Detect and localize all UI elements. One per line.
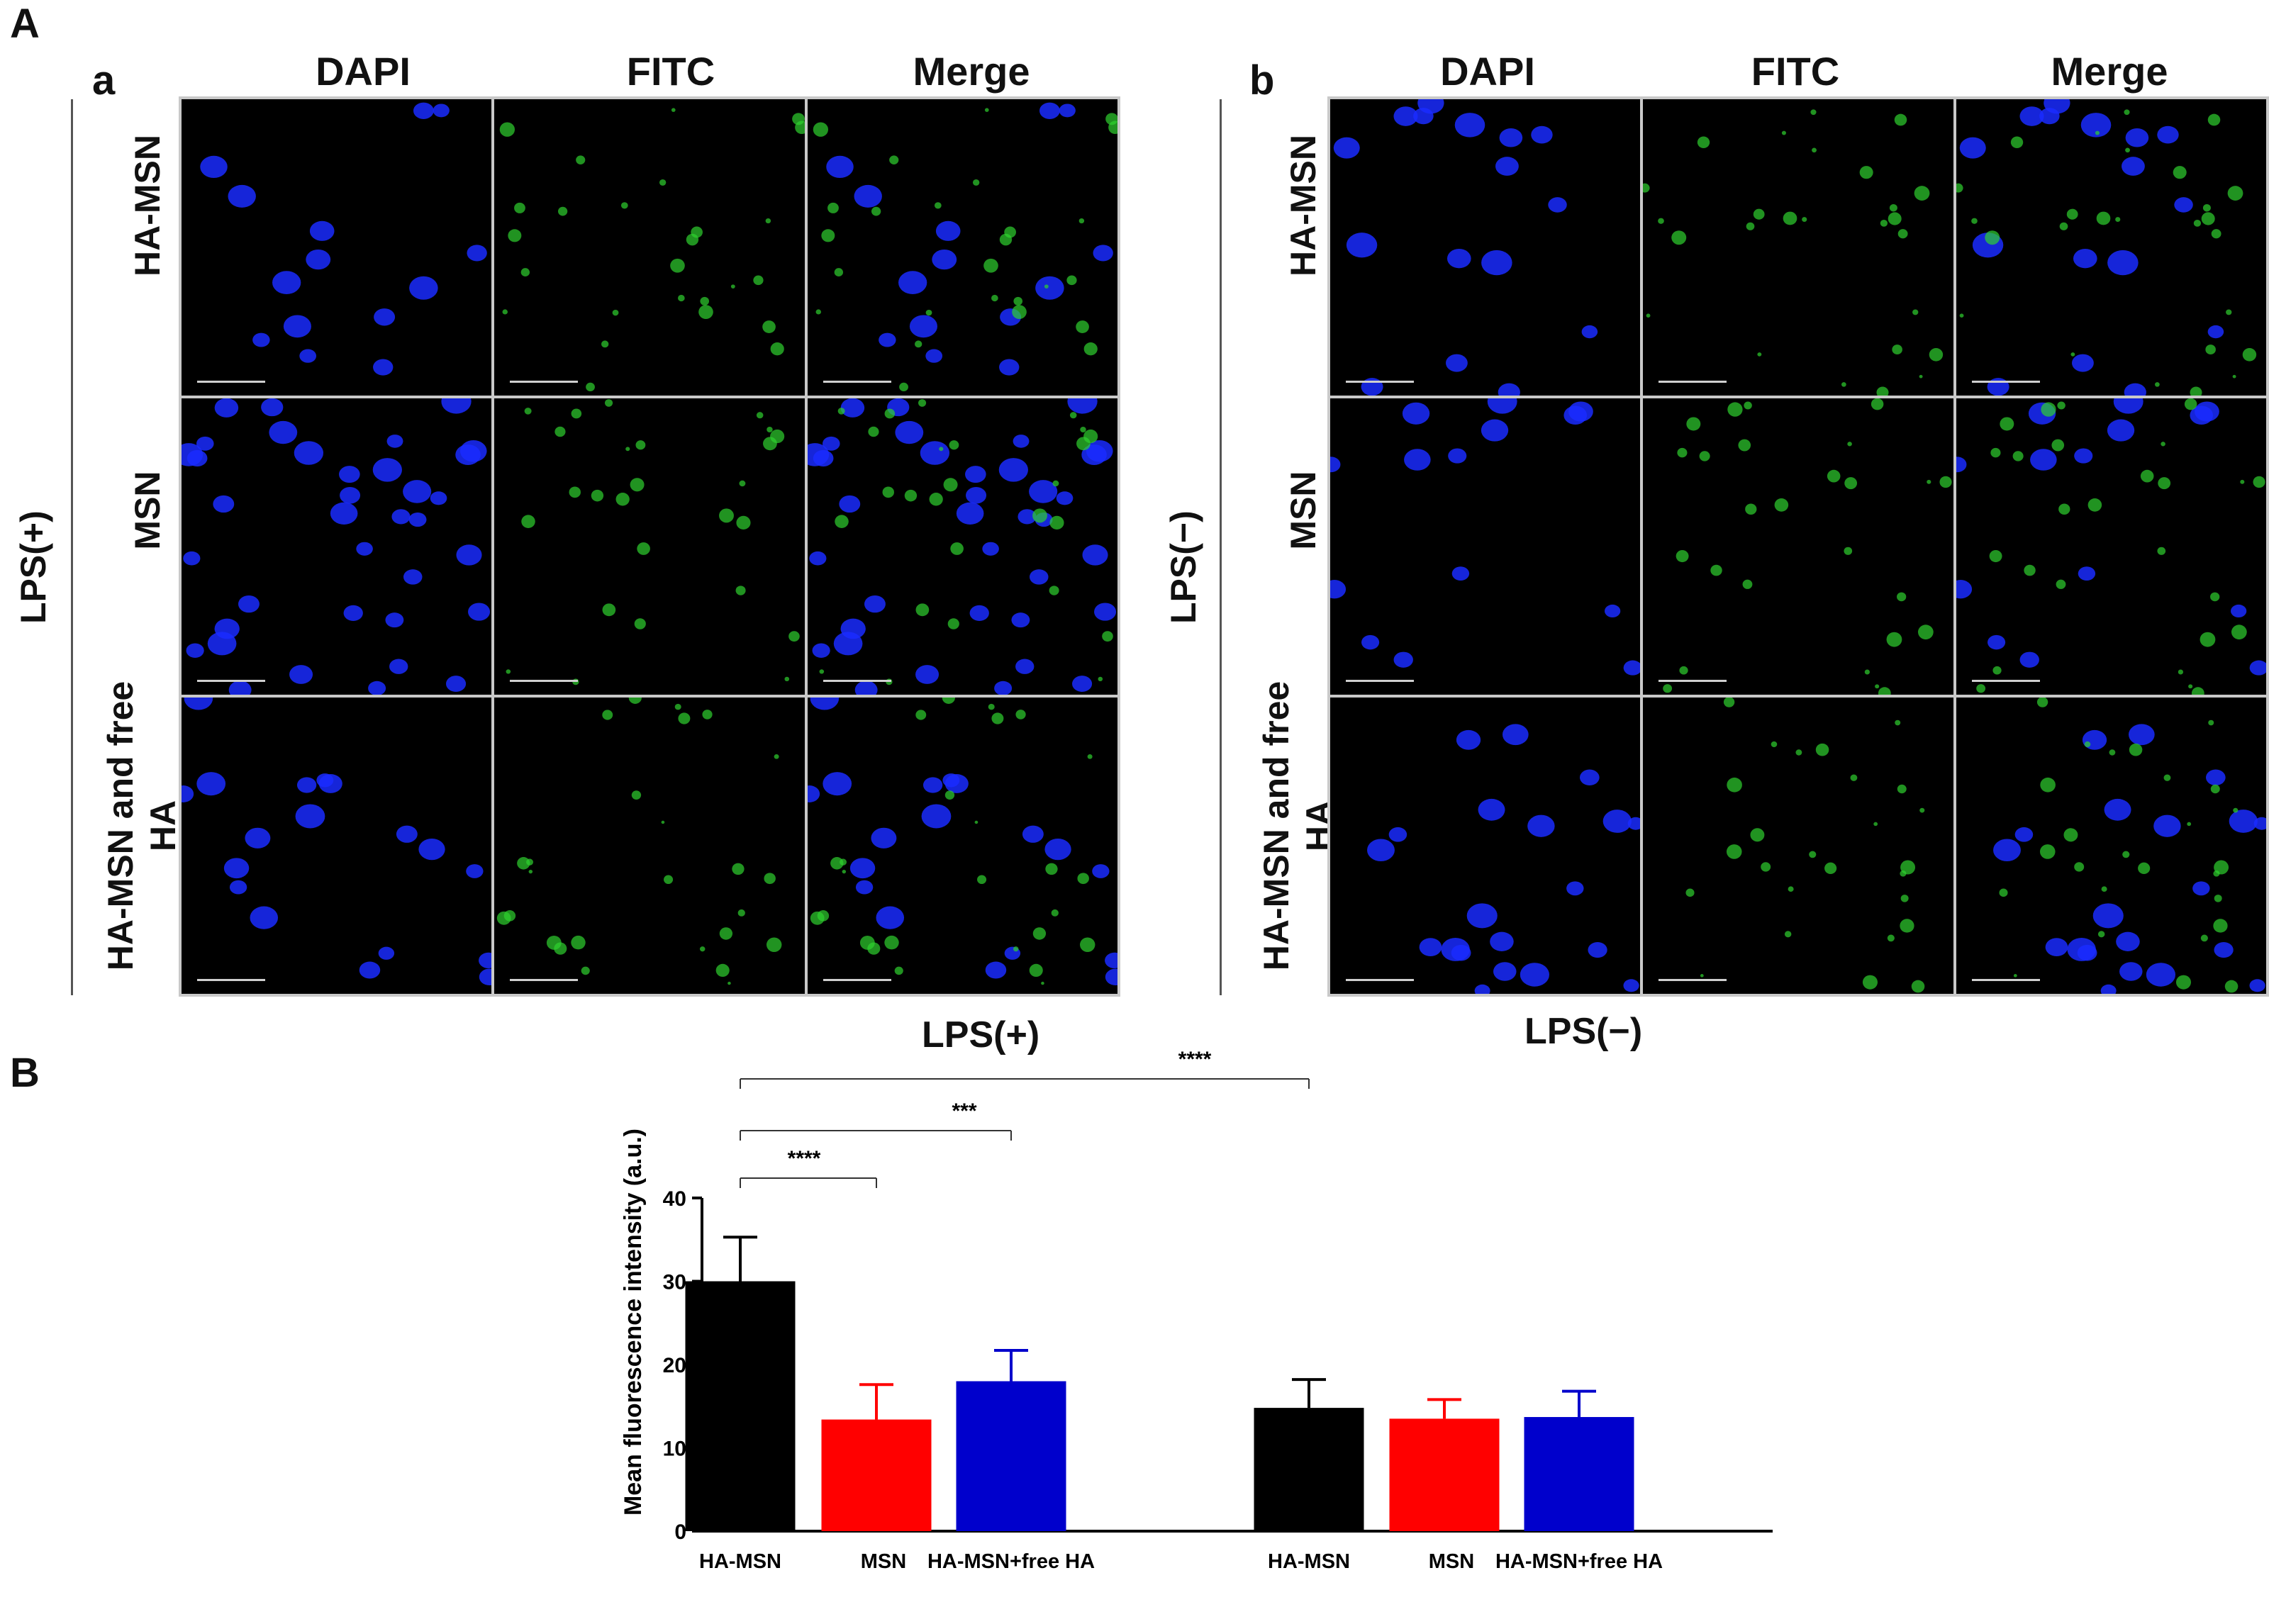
row-label-msn-b: MSN [1283, 471, 1323, 550]
scale-bar [1971, 979, 2040, 981]
scale-bar [823, 979, 891, 981]
panel-label-B: B [10, 1050, 40, 1096]
scale-bar [510, 381, 579, 383]
scale-bar [197, 381, 265, 383]
significance-label: *** [952, 1099, 976, 1123]
scale-bar [1658, 680, 1727, 682]
row-label-msn-a: MSN [128, 471, 167, 550]
micrograph-dapi-ha-msn [182, 99, 492, 396]
x-tick-label: HA-MSN [699, 1550, 781, 1573]
micrograph-fitc-ha-msn [1643, 99, 1953, 396]
scale-bar [1658, 381, 1727, 383]
scale-bar [197, 979, 265, 981]
bar-chart: 0 10 20 30 40 Mean fluorescence intensity (a.… [620, 1048, 1773, 1573]
bar [956, 1381, 1066, 1531]
column-header-merge-b: Merge [2051, 49, 2168, 94]
micrograph-dapi-msn [182, 398, 492, 695]
micrograph-grid-b [1327, 96, 2269, 997]
row-label-ha-msn-free-ha-a: HA-MSN and free HA [101, 681, 183, 971]
bar [1389, 1418, 1500, 1531]
scale-bar [1346, 381, 1414, 383]
y-tick-label: 40 [663, 1187, 686, 1211]
row-label-ha-msn-b: HA-MSN [1283, 135, 1323, 276]
scale-bar [1346, 979, 1414, 981]
bottom-label-lps-plus: LPS(+) [922, 1014, 1040, 1055]
column-header-dapi-b: DAPI [1440, 49, 1535, 94]
micrograph-merge-ha-msn-and-free-ha [1956, 698, 2266, 994]
side-label-lps-plus: LPS(+) [13, 510, 53, 624]
bracket-line-b [1220, 99, 1222, 995]
bar [685, 1281, 796, 1531]
y-axis-label: Mean fluorescence intensity (a.u.) [620, 1129, 647, 1516]
bar [1524, 1417, 1634, 1531]
scale-bar [1971, 381, 2040, 383]
scale-bar [823, 680, 891, 682]
bottom-label-lps-minus: LPS(−) [1524, 1011, 1643, 1052]
bar [1254, 1408, 1364, 1531]
micrograph-dapi-ha-msn-and-free-ha [182, 698, 492, 994]
scale-bar [197, 680, 265, 682]
significance-label: **** [788, 1147, 821, 1170]
bracket-line-a [71, 99, 73, 995]
micrograph-grid-a [179, 96, 1120, 997]
row-label-ha-msn-a: HA-MSN [128, 135, 167, 276]
bar [821, 1419, 932, 1531]
y-tick-label: 30 [663, 1271, 686, 1294]
side-label-lps-minus: LPS(−) [1164, 510, 1203, 624]
y-tick-label: 20 [663, 1354, 686, 1377]
scale-bar [510, 680, 579, 682]
column-header-dapi-a: DAPI [316, 49, 411, 94]
micrograph-merge-ha-msn [1956, 99, 2266, 396]
scale-bar [1658, 979, 1727, 981]
micrograph-dapi-msn [1330, 398, 1641, 695]
scale-bar [1346, 680, 1414, 682]
micrograph-fitc-ha-msn-and-free-ha [1643, 698, 1953, 994]
micrograph-merge-ha-msn-and-free-ha [807, 698, 1117, 994]
y-tick-label: 0 [674, 1521, 686, 1544]
micrograph-dapi-ha-msn [1330, 99, 1641, 396]
column-header-merge-a: Merge [913, 49, 1030, 94]
micrograph-fitc-msn [1643, 398, 1953, 695]
subpanel-letter-b: b [1249, 57, 1275, 103]
column-header-fitc-b: FITC [1751, 49, 1840, 94]
micrograph-merge-msn [807, 398, 1117, 695]
micrograph-fitc-ha-msn [494, 99, 805, 396]
subpanel-letter-a: a [92, 57, 116, 103]
x-tick-label: MSN [1429, 1550, 1474, 1573]
significance-label: **** [1178, 1048, 1212, 1071]
panel-label-A: A [10, 1, 40, 47]
scale-bar [510, 979, 579, 981]
x-tick-label: HA-MSN+free HA [1495, 1550, 1663, 1573]
column-header-fitc-a: FITC [626, 49, 715, 94]
x-tick-label: HA-MSN+free HA [927, 1550, 1095, 1573]
scale-bar [1971, 680, 2040, 682]
micrograph-merge-msn [1956, 398, 2266, 695]
y-tick-label: 10 [663, 1438, 686, 1461]
scale-bar [823, 381, 891, 383]
x-tick-label: MSN [861, 1550, 906, 1573]
micrograph-merge-ha-msn [807, 99, 1117, 396]
micrograph-fitc-ha-msn-and-free-ha [494, 698, 805, 994]
micrograph-dapi-ha-msn-and-free-ha [1330, 698, 1641, 994]
micrograph-fitc-msn [494, 398, 805, 695]
x-tick-label: HA-MSN [1268, 1550, 1350, 1573]
